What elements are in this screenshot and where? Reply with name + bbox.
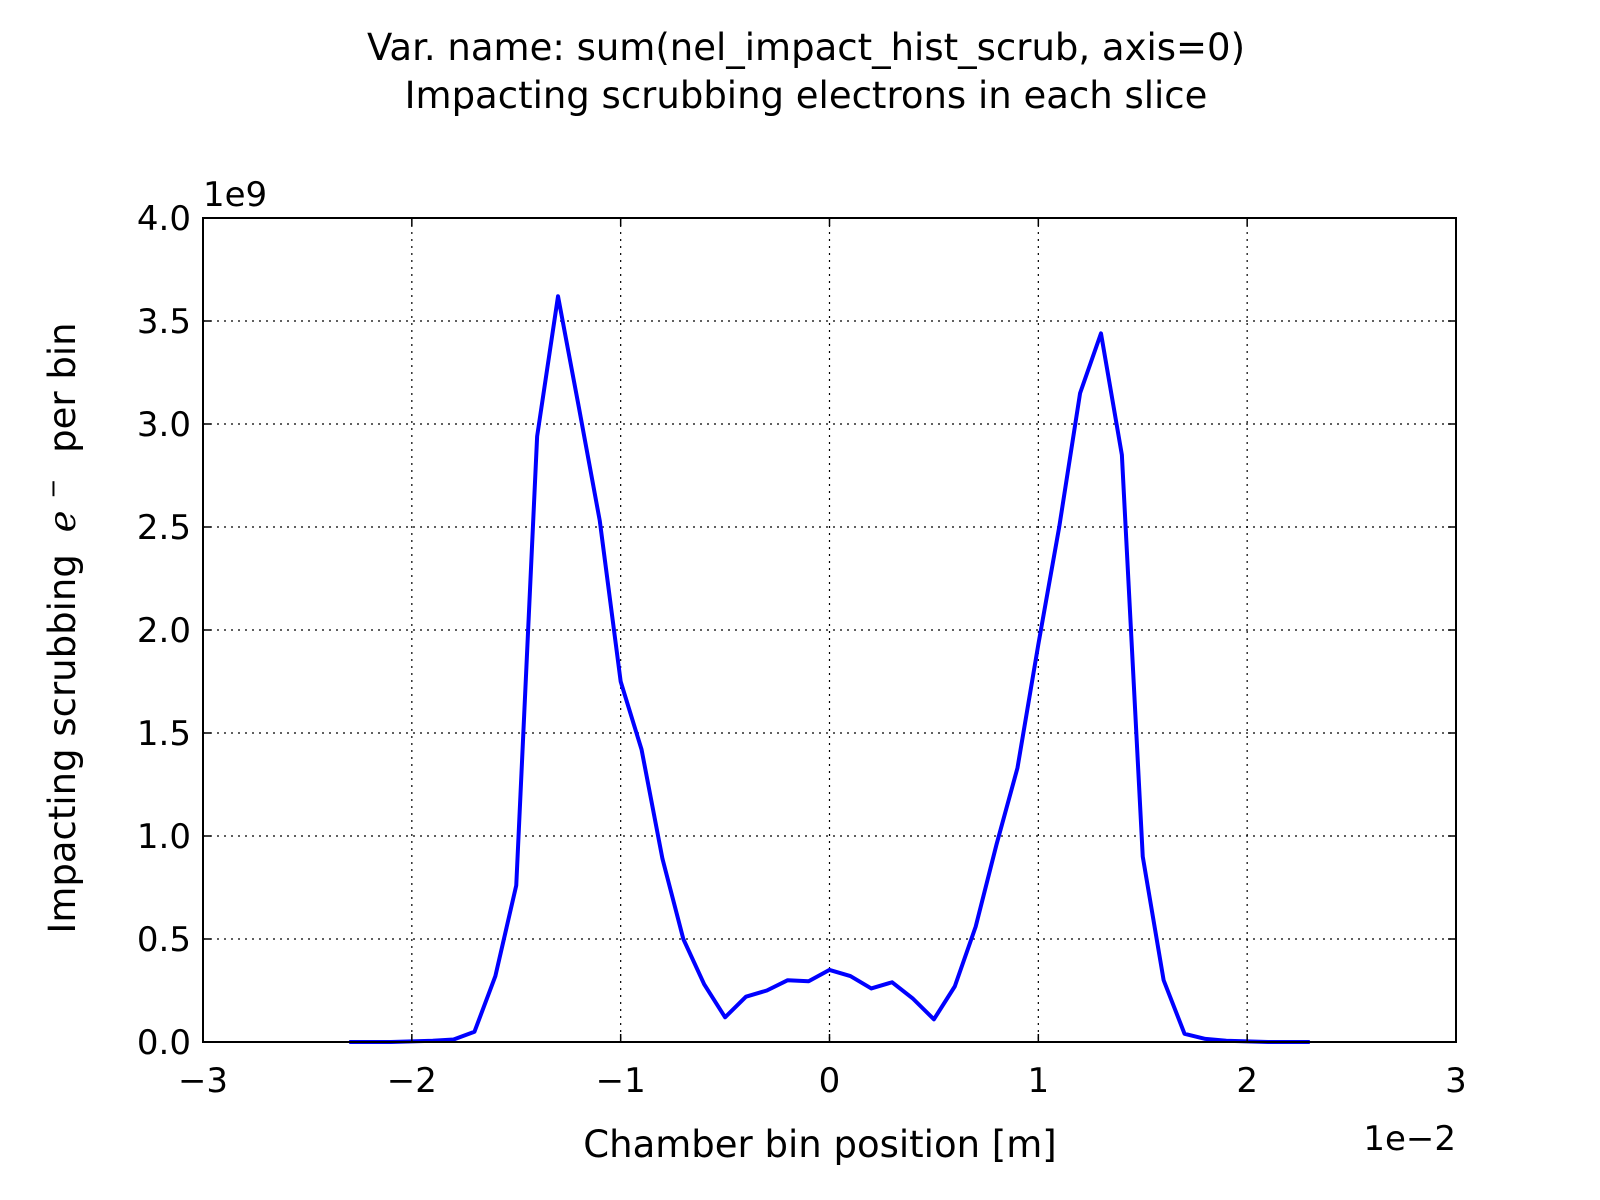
x-tick-label: 0 [819, 1061, 841, 1101]
y-tick-label: 1.0 [137, 817, 191, 857]
x-axis-label: Chamber bin position [m] [583, 1123, 1056, 1166]
x-offset-text: 1e−2 [1363, 1119, 1456, 1159]
chart-subtitle: Impacting scrubbing electrons in each sl… [405, 74, 1208, 117]
grid-lines [203, 218, 1456, 1042]
x-tick-label: 1 [1028, 1061, 1050, 1101]
axis-ticks: −3 −2 −1 0 1 2 3 0.0 0.5 1.0 1.5 2.0 2.5 3.0 3.5 4.0 [137, 199, 1467, 1101]
y-axis-label-superscript: − [39, 479, 67, 499]
y-tick-label: 2.0 [137, 611, 191, 651]
y-tick-label: 0.0 [137, 1023, 191, 1063]
y-axis-label: Impacting scrubbing e − per bin [27, 322, 84, 933]
y-axis-label-tail: per bin [41, 322, 84, 452]
y-tick-label: 0.5 [137, 920, 191, 960]
y-tick-label: 3.0 [137, 405, 191, 445]
data-series [349, 294, 1310, 1044]
series-line [349, 294, 1310, 1044]
x-tick-label: 3 [1445, 1061, 1467, 1101]
x-tick-label: −2 [387, 1061, 437, 1101]
x-tick-label: −1 [596, 1061, 646, 1101]
y-offset-text: 1e9 [203, 175, 267, 215]
y-tick-label: 3.5 [137, 302, 191, 342]
chart-title: Var. name: sum(nel_impact_hist_scrub, ax… [367, 26, 1245, 69]
y-tick-label: 4.0 [137, 199, 191, 239]
y-axis-label-main: Impacting scrubbing [41, 554, 84, 933]
y-tick-label: 1.5 [137, 714, 191, 754]
y-axis-label-symbol: e [41, 511, 84, 533]
y-tick-label: 2.5 [137, 508, 191, 548]
x-tick-label: −3 [178, 1061, 228, 1101]
x-tick-label: 2 [1236, 1061, 1258, 1101]
